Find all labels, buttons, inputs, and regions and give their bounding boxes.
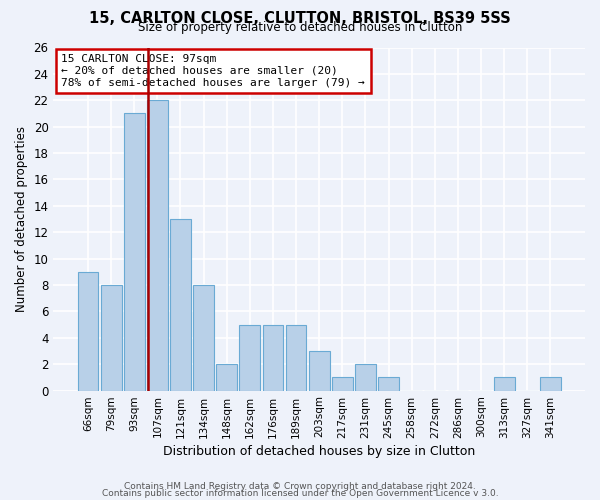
Text: 15 CARLTON CLOSE: 97sqm
← 20% of detached houses are smaller (20)
78% of semi-de: 15 CARLTON CLOSE: 97sqm ← 20% of detache… [61,54,365,88]
Text: Size of property relative to detached houses in Clutton: Size of property relative to detached ho… [138,22,462,35]
Bar [239,324,260,390]
Bar [494,378,515,390]
Bar [332,378,353,390]
Bar [378,378,399,390]
Bar [193,285,214,391]
Bar [170,219,191,390]
Bar [77,272,98,390]
Bar [147,100,168,391]
Bar [309,351,329,391]
Text: Contains HM Land Registry data © Crown copyright and database right 2024.: Contains HM Land Registry data © Crown c… [124,482,476,491]
Bar [124,114,145,390]
Bar [286,324,307,390]
Bar [263,324,283,390]
Text: 15, CARLTON CLOSE, CLUTTON, BRISTOL, BS39 5SS: 15, CARLTON CLOSE, CLUTTON, BRISTOL, BS3… [89,11,511,26]
Bar [355,364,376,390]
Bar [101,285,122,391]
Bar [540,378,561,390]
Y-axis label: Number of detached properties: Number of detached properties [15,126,28,312]
Bar [217,364,237,390]
X-axis label: Distribution of detached houses by size in Clutton: Distribution of detached houses by size … [163,444,475,458]
Text: Contains public sector information licensed under the Open Government Licence v : Contains public sector information licen… [101,489,499,498]
